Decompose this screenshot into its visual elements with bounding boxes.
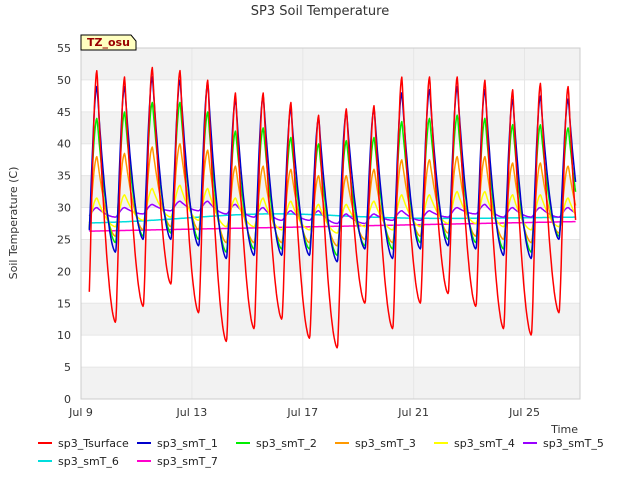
y-tick-label: 40 — [57, 138, 71, 151]
legend-label-sp3_smT_5: sp3_smT_5 — [543, 437, 604, 450]
legend-label-sp3_smT_7: sp3_smT_7 — [157, 455, 218, 468]
y-tick-label: 20 — [57, 265, 71, 278]
x-tick-label: Jul 13 — [176, 406, 208, 419]
y-axis-ticks: 0 5 10 15 20 25 30 35 40 45 50 55 — [57, 42, 71, 406]
legend-label-sp3_Tsurface: sp3_Tsurface — [58, 437, 129, 450]
x-tick-label: Jul 25 — [508, 406, 540, 419]
y-tick-label: 10 — [57, 329, 71, 342]
y-axis-label: Soil Temperature (C) — [7, 167, 20, 280]
x-tick-label: Jul 17 — [286, 406, 318, 419]
legend-label-sp3_smT_1: sp3_smT_1 — [157, 437, 218, 450]
x-tick-label: Jul 9 — [68, 406, 93, 419]
legend-label-sp3_smT_2: sp3_smT_2 — [256, 437, 317, 450]
plot-frame — [80, 47, 581, 400]
x-tick-label: Jul 21 — [397, 406, 429, 419]
badge-label: TZ_osu — [87, 36, 130, 49]
background-bands — [81, 48, 580, 399]
series-line-sp3_Tsurface — [88, 66, 577, 349]
y-tick-label: 45 — [57, 106, 71, 119]
grid-band — [81, 48, 580, 80]
grid-band — [81, 367, 580, 399]
legend-label-sp3_smT_4: sp3_smT_4 — [454, 437, 515, 450]
series-line-sp3_smT_7 — [89, 220, 576, 232]
badge-box — [80, 34, 137, 51]
chart-title: SP3 Soil Temperature — [251, 4, 389, 19]
y-tick-label: 30 — [57, 202, 71, 215]
legend: sp3_Tsurface sp3_smT_1 sp3_smT_2 sp3_smT_3 s… — [38, 437, 604, 468]
y-tick-label: 0 — [64, 393, 71, 406]
series-lines — [88, 66, 577, 349]
grid-band — [81, 111, 580, 144]
site-badge: TZ_osu — [80, 34, 137, 51]
grid-band — [81, 175, 580, 208]
x-axis-label: Time — [550, 423, 578, 436]
y-tick-label: 50 — [57, 74, 71, 87]
series-line-sp3_smT_1 — [88, 76, 577, 263]
y-tick-label: 5 — [64, 361, 71, 374]
y-tick-label: 15 — [57, 297, 71, 310]
y-tick-label: 55 — [57, 42, 71, 55]
y-tick-label: 25 — [57, 233, 71, 246]
legend-label-sp3_smT_6: sp3_smT_6 — [58, 455, 119, 468]
legend-label-sp3_smT_3: sp3_smT_3 — [355, 437, 416, 450]
x-axis-ticks: Jul 9 Jul 13 Jul 17 Jul 21 Jul 25 — [68, 406, 540, 419]
y-tick-label: 35 — [57, 170, 71, 183]
